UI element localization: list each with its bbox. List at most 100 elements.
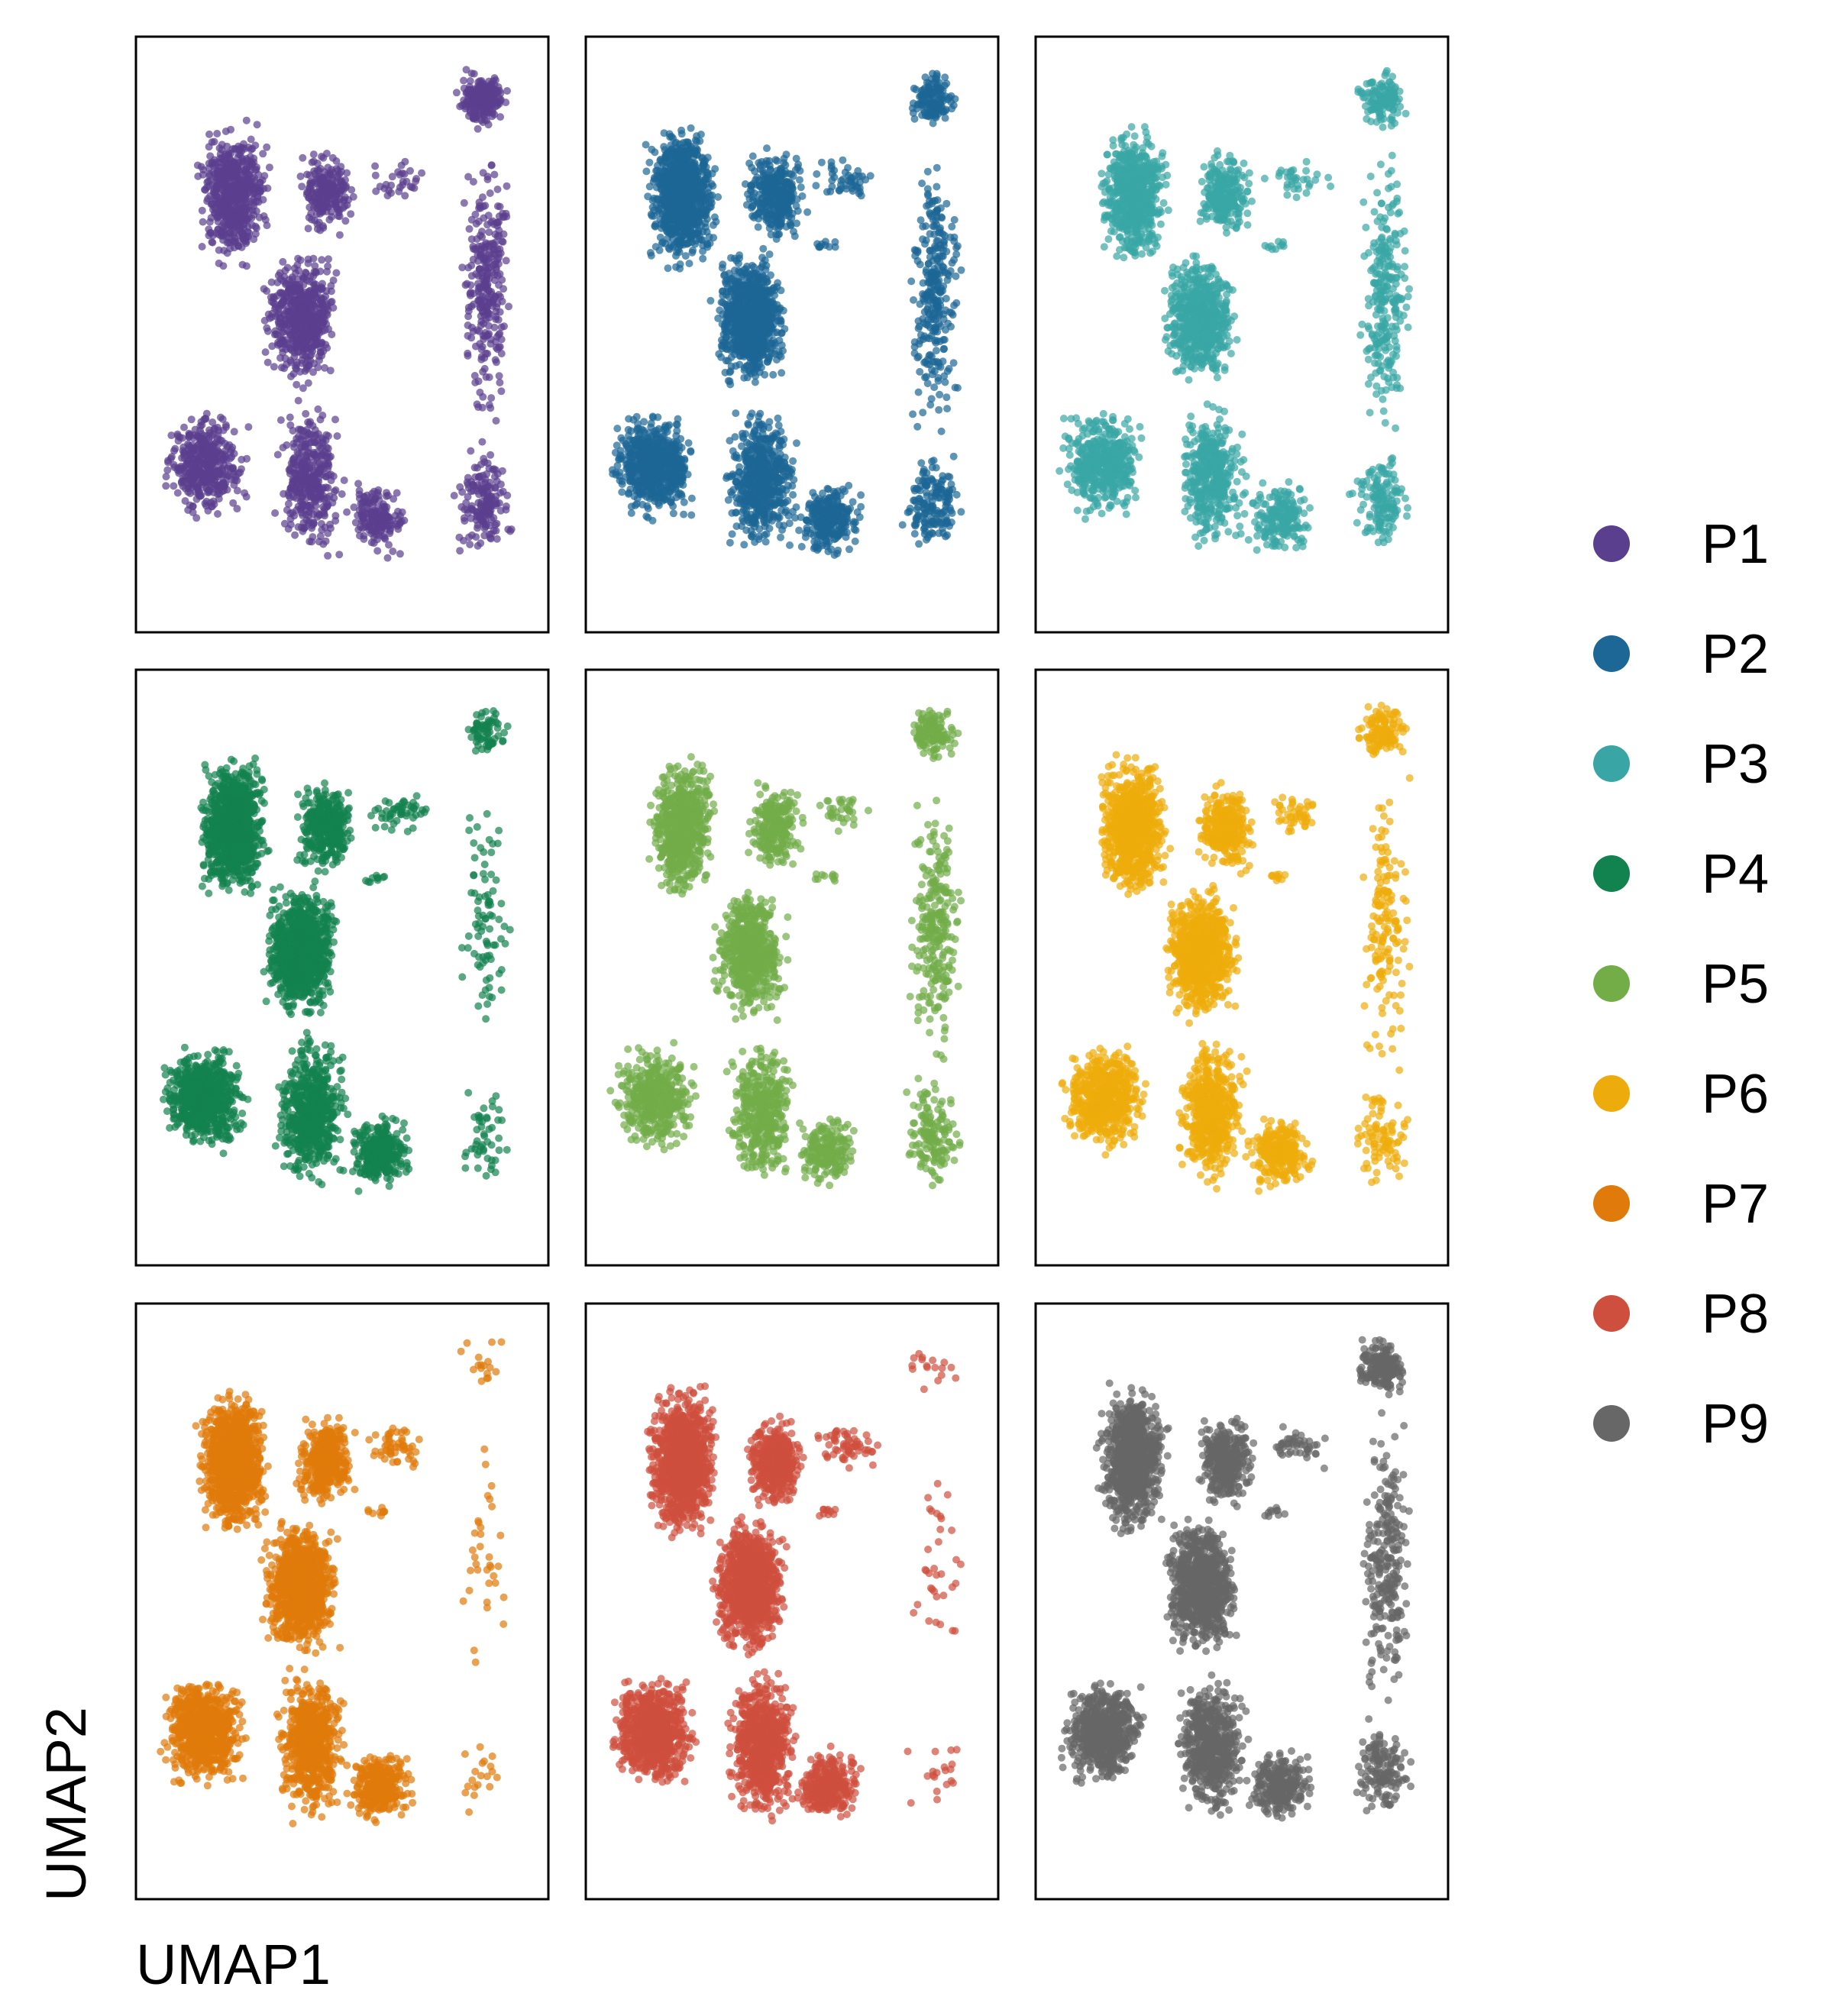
data-point [709, 221, 717, 229]
data-point [286, 295, 295, 303]
data-point [495, 212, 503, 221]
data-point [280, 299, 288, 307]
data-point [226, 244, 234, 253]
data-point [231, 168, 240, 176]
data-point [228, 443, 237, 451]
data-point [478, 403, 487, 412]
data-point [186, 489, 194, 497]
data-point [485, 321, 493, 330]
data-point [254, 198, 263, 206]
data-point [677, 183, 685, 191]
data-point [306, 272, 315, 280]
data-point [306, 538, 314, 546]
data-point [286, 467, 294, 475]
data-point [752, 334, 761, 342]
data-point [692, 237, 700, 245]
data-point [294, 396, 302, 405]
data-point [496, 270, 504, 278]
data-point [221, 181, 229, 189]
data-point [290, 443, 298, 451]
data-point [247, 135, 255, 144]
data-point [289, 309, 297, 317]
data-point [371, 171, 380, 179]
data-point [642, 141, 650, 149]
data-point [707, 199, 716, 207]
data-point [656, 157, 664, 165]
data-point [325, 255, 332, 263]
data-point [347, 210, 355, 218]
data-point [483, 303, 491, 312]
data-point [474, 377, 483, 386]
data-point [321, 326, 329, 334]
data-point [227, 125, 235, 134]
data-point [245, 213, 254, 221]
data-point [283, 441, 291, 449]
data-point [496, 202, 504, 211]
data-point [372, 507, 380, 515]
data-point [681, 252, 690, 260]
data-point [202, 415, 210, 423]
data-point [214, 490, 222, 499]
data-point [251, 230, 260, 238]
data-point [695, 189, 703, 197]
data-point [215, 427, 223, 435]
data-point [312, 341, 321, 349]
data-point [755, 289, 763, 298]
data-point [651, 148, 659, 157]
data-point [492, 358, 500, 367]
data-point [333, 205, 341, 213]
data-point [299, 384, 307, 393]
data-point [380, 504, 389, 512]
data-point [320, 509, 328, 518]
data-point [202, 440, 210, 448]
data-point [335, 551, 344, 559]
data-point [485, 464, 493, 473]
data-point [198, 206, 206, 215]
data-point [179, 451, 188, 459]
data-point [340, 477, 348, 484]
data-point [343, 508, 351, 516]
data-point [195, 470, 203, 479]
data-point [721, 277, 729, 286]
data-point [690, 150, 699, 158]
data-point [760, 276, 768, 284]
data-point [208, 138, 216, 147]
data-point [276, 275, 285, 283]
data-point [495, 372, 503, 380]
data-point [493, 333, 501, 341]
data-point [289, 370, 298, 378]
data-point [701, 157, 710, 165]
data-point [356, 531, 364, 540]
data-point [192, 514, 201, 522]
data-point [289, 484, 298, 492]
data-point [324, 551, 332, 560]
data-point [396, 550, 404, 558]
data-point [246, 160, 254, 169]
data-point [696, 137, 704, 145]
data-point [307, 209, 315, 218]
data-point [332, 269, 341, 277]
data-point [295, 267, 302, 275]
data-point [215, 467, 223, 475]
data-point [458, 263, 467, 272]
data-point [389, 548, 397, 555]
data-point [672, 252, 680, 260]
data-point [658, 186, 666, 194]
data-point [479, 169, 487, 177]
data-point [265, 163, 273, 172]
data-point [719, 341, 727, 350]
data-point [498, 297, 506, 305]
data-point [325, 454, 334, 462]
data-point [671, 219, 679, 228]
data-point [467, 289, 475, 296]
data-point [397, 161, 406, 170]
data-point [765, 325, 773, 333]
data-point [769, 336, 777, 344]
data-point [723, 302, 731, 311]
data-point [313, 225, 322, 233]
data-point [651, 222, 659, 231]
data-point [736, 268, 745, 276]
data-point [338, 186, 346, 194]
data-point [777, 353, 785, 361]
data-point [484, 212, 493, 220]
